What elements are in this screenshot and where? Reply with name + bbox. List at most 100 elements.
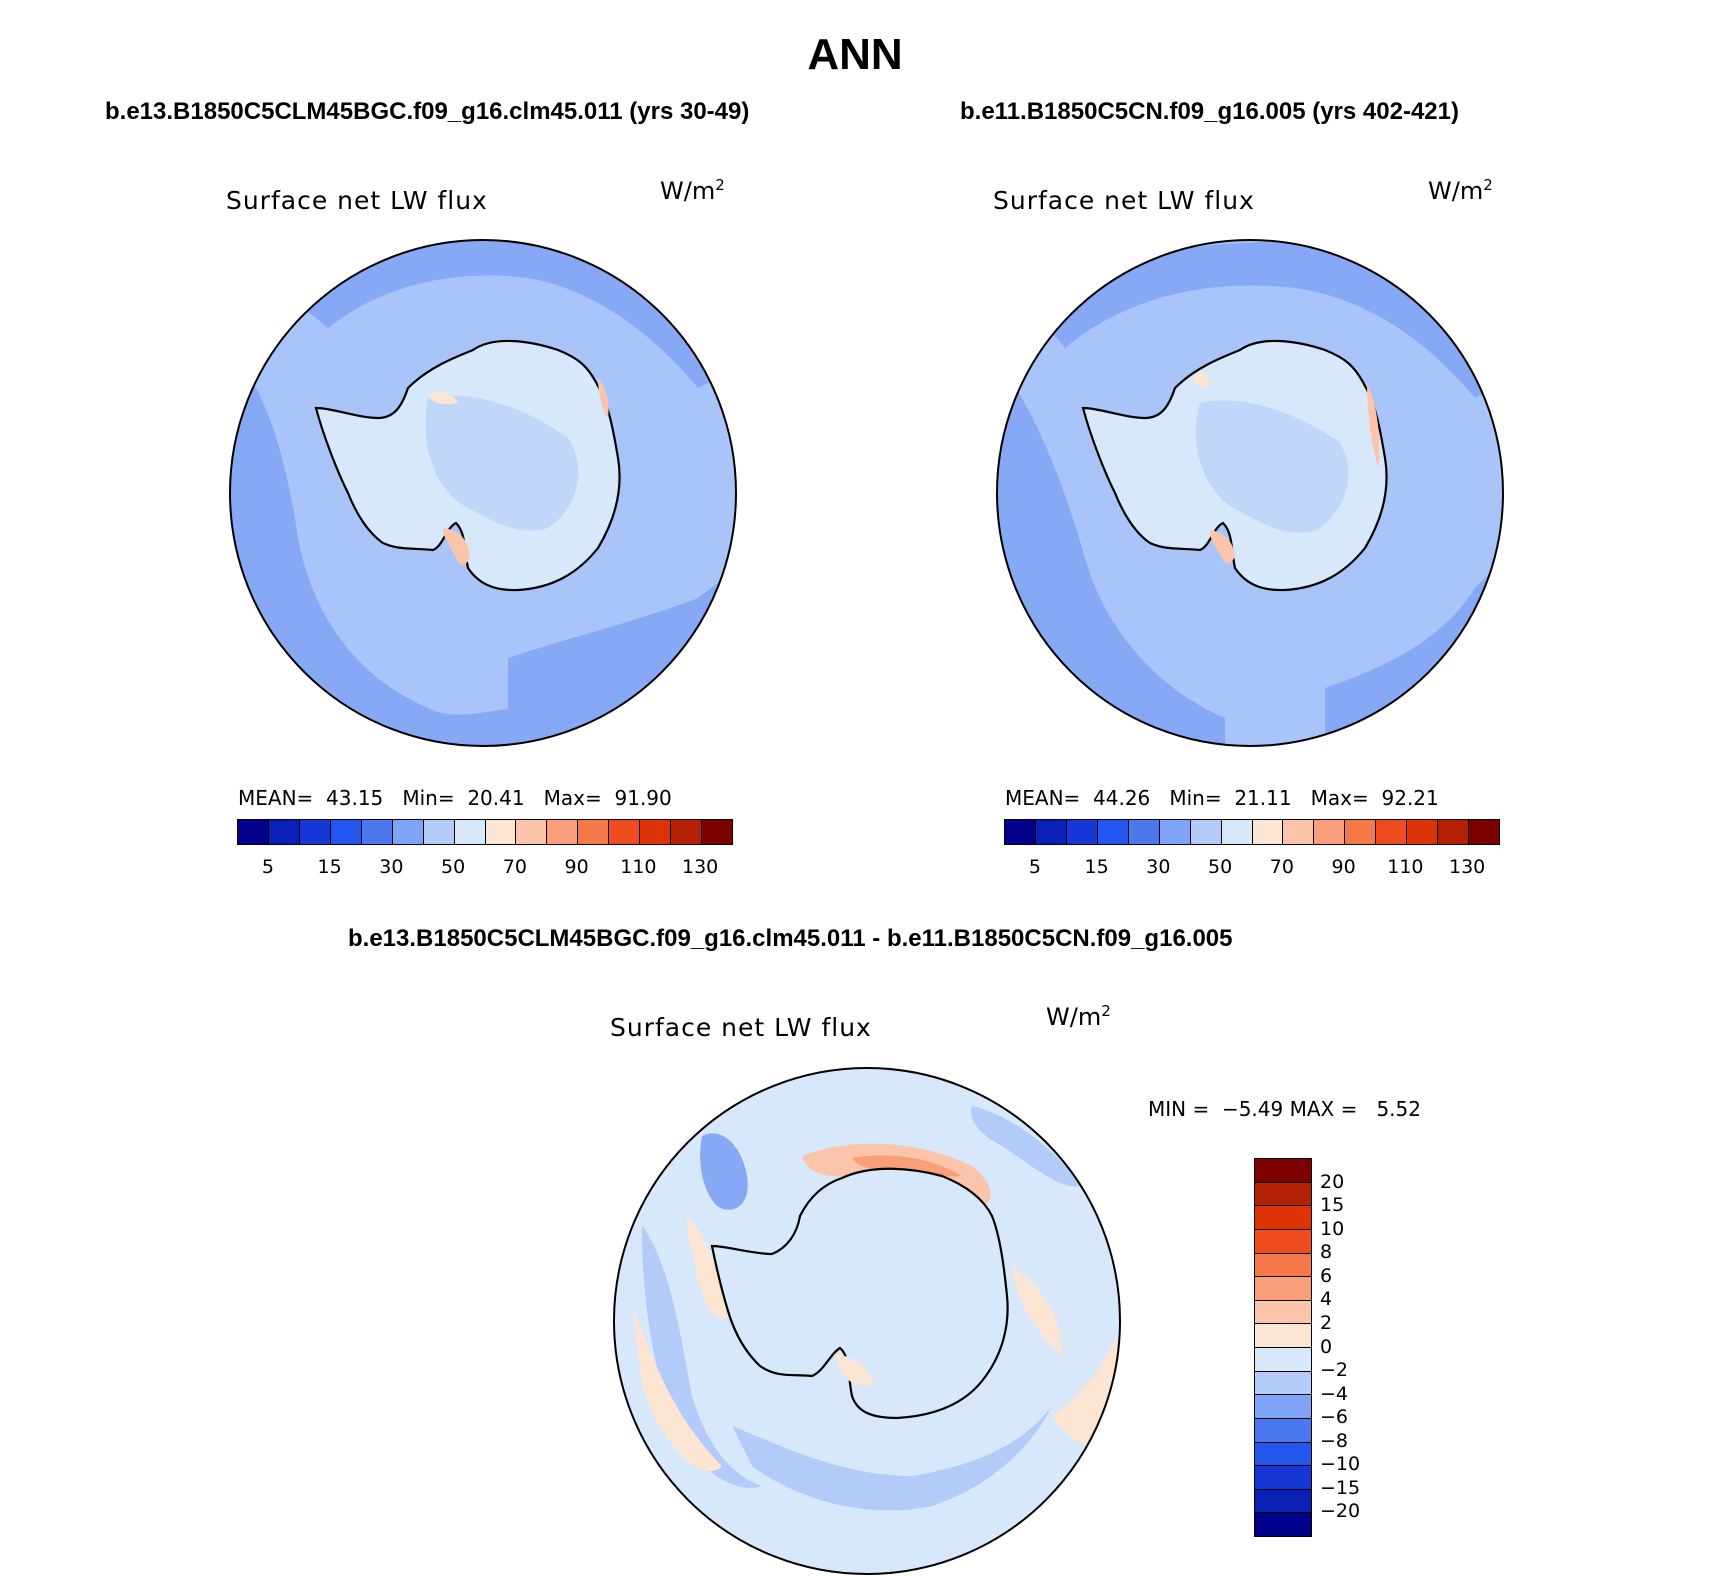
diff-minmax: MIN = −5.49 MAX = 5.52 <box>1148 1097 1421 1121</box>
colorbar-swatch <box>454 820 486 844</box>
panel-2-mean: 44.26 <box>1093 786 1151 810</box>
colorbar-tick-label: 50 <box>441 856 466 878</box>
colorbar-tick-label: 5 <box>261 856 274 878</box>
diff-units: W/m2 <box>1046 1002 1111 1031</box>
diff-warm-sw <box>632 1306 722 1472</box>
panel-1-case-title: b.e13.B1850C5CLM45BGC.f09_g16.clm45.011 … <box>105 98 750 125</box>
colorbar-swatch <box>702 820 732 844</box>
colorbar-tick-label: 90 <box>564 856 589 878</box>
panel-1-min: 20.41 <box>467 786 525 810</box>
diff-blue-south <box>732 1406 1052 1511</box>
panel-1-colorbar <box>237 819 733 845</box>
colorbar-swatch <box>238 820 269 844</box>
colorbar-swatch <box>1255 1300 1311 1325</box>
diff-max: 5.52 <box>1376 1097 1421 1121</box>
panel-2-polar-map <box>996 239 1504 747</box>
colorbar-swatch <box>1376 820 1408 844</box>
colorbar-swatch <box>1255 1229 1311 1254</box>
colorbar-tick-label: 50 <box>1208 856 1233 878</box>
colorbar-swatch <box>485 820 517 844</box>
warm-patch-weddell <box>428 392 458 405</box>
colorbar-tick-label: 15 <box>1084 856 1109 878</box>
colorbar-swatch <box>1066 820 1098 844</box>
colorbar-tick-label: 130 <box>681 856 719 878</box>
colorbar-tick-label: 6 <box>1320 1264 1333 1287</box>
warm-patch-ross <box>442 528 470 566</box>
interior-shade <box>425 395 579 531</box>
colorbar-swatch <box>1469 820 1499 844</box>
colorbar-swatch <box>1255 1206 1311 1230</box>
colorbar-tick-label: 110 <box>620 856 657 878</box>
diff-colorbar <box>1254 1158 1312 1537</box>
diff-colorbar-ticks: 20 15 10 8 6 4 2 0 −2 −4 −6 −8 −10 −15 −20 <box>1320 1158 1380 1535</box>
colorbar-tick-label: 0 <box>1320 1335 1333 1358</box>
diff-polar-map <box>613 1067 1121 1575</box>
colorbar-swatch <box>1005 820 1036 844</box>
panel-2-min: 21.11 <box>1234 786 1292 810</box>
colorbar-swatch <box>1255 1442 1311 1467</box>
panel-1-mean: 43.15 <box>326 786 384 810</box>
panel-1-variable-label: Surface net LW flux <box>226 186 488 215</box>
colorbar-swatch <box>1128 820 1160 844</box>
colorbar-swatch <box>1255 1418 1311 1443</box>
colorbar-tick-label: 70 <box>502 856 527 878</box>
colorbar-swatch <box>361 820 393 844</box>
panel-1-polar-map <box>229 239 737 747</box>
colorbar-tick-label: 30 <box>1146 856 1171 878</box>
colorbar-swatch <box>299 820 331 844</box>
colorbar-tick-label: 4 <box>1320 1288 1333 1311</box>
panel-2-units: W/m2 <box>1428 176 1493 205</box>
colorbar-swatch <box>640 820 672 844</box>
colorbar-swatch <box>1255 1513 1311 1536</box>
colorbar-swatch <box>1159 820 1191 844</box>
warm-patch-ross <box>1209 530 1235 564</box>
colorbar-swatch <box>1255 1277 1311 1301</box>
diff-min: −5.49 <box>1221 1097 1284 1121</box>
colorbar-tick-label: −8 <box>1320 1429 1349 1452</box>
warm-patch-east <box>598 378 609 418</box>
outer-band-west <box>230 348 528 746</box>
diff-blue-nw <box>700 1133 748 1210</box>
colorbar-swatch <box>1252 820 1284 844</box>
colorbar-swatch <box>423 820 455 844</box>
figure-title: ANN <box>807 30 903 79</box>
colorbar-swatch <box>1255 1348 1311 1372</box>
colorbar-tick-label: 110 <box>1387 856 1424 878</box>
colorbar-swatch <box>392 820 424 844</box>
panel-2-colorbar-ticks: 5 15 30 50 70 90 110 130 <box>1004 856 1498 880</box>
diff-hot-arc <box>852 1155 962 1177</box>
diff-inner-warm <box>834 1354 874 1386</box>
colorbar-swatch <box>330 820 362 844</box>
colorbar-tick-label: 30 <box>379 856 404 878</box>
colorbar-swatch <box>547 820 579 844</box>
colorbar-tick-label: −6 <box>1320 1406 1349 1429</box>
colorbar-tick-label: 70 <box>1269 856 1294 878</box>
colorbar-swatch <box>1035 820 1067 844</box>
colorbar-tick-label: 8 <box>1320 1241 1333 1264</box>
panel-2-max: 92.21 <box>1381 786 1439 810</box>
colorbar-swatch <box>1407 820 1439 844</box>
warm-patch-east <box>1367 383 1380 468</box>
colorbar-swatch <box>1345 820 1377 844</box>
colorbar-swatch <box>1255 1371 1311 1396</box>
diff-blue-west <box>642 1226 762 1488</box>
interior-shade <box>1195 400 1349 533</box>
panel-2-stats: MEAN= 44.26 Min= 21.11 Max= 92.21 <box>1005 786 1439 810</box>
colorbar-swatch <box>609 820 641 844</box>
colorbar-swatch <box>1438 820 1470 844</box>
colorbar-tick-label: −4 <box>1320 1382 1349 1405</box>
colorbar-tick-label: −20 <box>1320 1500 1361 1523</box>
colorbar-swatch <box>1255 1466 1311 1490</box>
colorbar-tick-label: 130 <box>1448 856 1486 878</box>
colorbar-swatch <box>268 820 300 844</box>
outer-band-north <box>1025 242 1495 398</box>
panel-1-stats: MEAN= 43.15 Min= 20.41 Max= 91.90 <box>238 786 672 810</box>
colorbar-swatch <box>1255 1489 1311 1514</box>
colorbar-tick-label: −10 <box>1320 1453 1361 1476</box>
panel-2-case-title: b.e11.B1850C5CN.f09_g16.005 (yrs 402-421… <box>960 98 1459 125</box>
outer-band-north <box>268 240 718 388</box>
diff-warm-west-coast <box>686 1216 727 1319</box>
diff-case-title: b.e13.B1850C5CLM45BGC.f09_g16.clm45.011 … <box>348 925 1233 952</box>
colorbar-swatch <box>1283 820 1315 844</box>
colorbar-swatch <box>1097 820 1129 844</box>
